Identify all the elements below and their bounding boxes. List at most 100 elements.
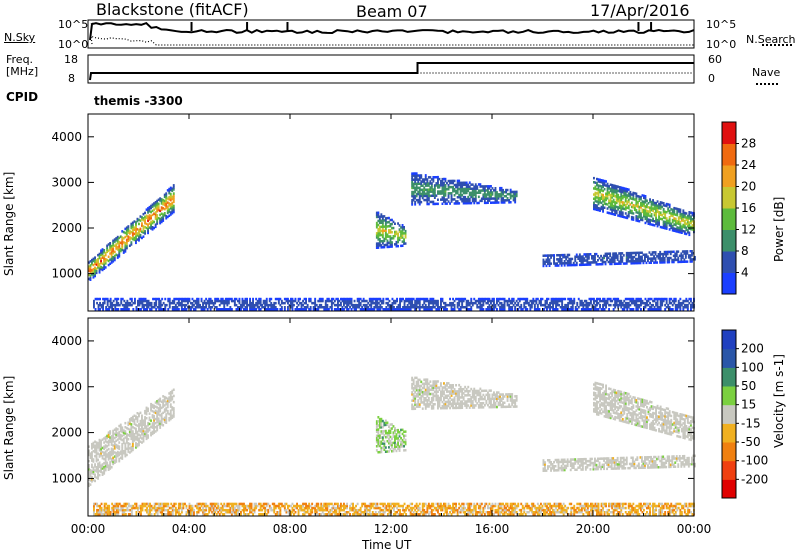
echo-cell [671, 212, 674, 216]
echo-cell [384, 233, 387, 236]
echo-cell [157, 398, 160, 402]
echo-cell [477, 306, 480, 309]
echo-cell [491, 187, 494, 190]
echo-cell [544, 262, 546, 266]
echo-cell [518, 306, 521, 309]
echo-cell [94, 465, 96, 468]
echo-cell [437, 386, 439, 389]
echo-cell [581, 257, 584, 260]
echo-cell [655, 210, 657, 213]
echo-cell [191, 297, 194, 301]
echo-cell [669, 256, 672, 260]
echo-cell [566, 264, 569, 267]
echo-cell [412, 382, 415, 386]
echo-cell [343, 308, 345, 311]
echo-cell [686, 224, 689, 228]
echo-cell [653, 207, 656, 211]
echo-cell [386, 435, 389, 439]
echo-cell [377, 306, 380, 309]
echo-cell [449, 202, 451, 205]
echo-cell [156, 297, 159, 301]
echo-cell [103, 249, 106, 252]
echo-cell [665, 223, 668, 226]
echo-cell [155, 299, 158, 303]
echo-cell [649, 301, 651, 305]
echo-cell [571, 303, 574, 307]
echo-cell [95, 447, 98, 450]
echo-cell [651, 259, 654, 262]
echo-cell [131, 237, 134, 241]
echo-cell [356, 297, 359, 301]
echo-cell [477, 201, 480, 205]
echo-cell [389, 431, 392, 435]
echo-cell [136, 416, 139, 419]
echo-cell [156, 406, 159, 409]
echo-cell [490, 399, 492, 403]
echo-cell [483, 197, 486, 200]
echo-cell [494, 187, 497, 190]
echo-cell [159, 405, 162, 409]
echo-cell [306, 306, 309, 309]
echo-cell [686, 250, 689, 253]
echo-cell [144, 221, 146, 225]
echo-cell [250, 308, 253, 311]
echo-cell [417, 378, 420, 382]
echo-cell [205, 301, 208, 305]
echo-cell [605, 299, 607, 303]
echo-cell [517, 297, 520, 301]
echo-cell [580, 259, 583, 262]
echo-cell [683, 220, 686, 223]
echo-cell [627, 254, 630, 257]
echo-cell [276, 308, 279, 311]
echo-cell [690, 308, 692, 311]
echo-cell [679, 301, 682, 305]
echo-cell [499, 397, 501, 400]
echo-cell [683, 260, 686, 263]
echo-cell [628, 256, 631, 259]
echo-cell [438, 184, 441, 187]
echo-cell [131, 436, 134, 439]
echo-cell [139, 215, 142, 218]
echo-cell [224, 308, 227, 311]
echo-cell [497, 401, 500, 405]
echo-cell [112, 433, 115, 437]
echo-cell [88, 464, 90, 467]
echo-cell [600, 299, 603, 303]
echo-cell [424, 178, 427, 181]
echo-cell [143, 299, 145, 303]
echo-cell [151, 424, 154, 427]
echo-cell [636, 299, 639, 303]
echo-cell [471, 191, 474, 195]
echo-cell [506, 397, 509, 400]
echo-cell [437, 390, 439, 393]
echo-cell [661, 303, 664, 307]
echo-cell [244, 306, 247, 309]
freq-traces [89, 62, 694, 81]
echo-cell [156, 414, 159, 417]
echo-cell [485, 301, 488, 305]
echo-cell [636, 203, 639, 206]
echo-cell [157, 217, 160, 220]
echo-cell [611, 186, 614, 189]
echo-cell [456, 306, 459, 309]
echo-cell [435, 194, 438, 197]
echo-cell [118, 447, 121, 450]
echo-cell [103, 461, 106, 465]
echo-cell [255, 297, 258, 301]
echo-cell [659, 203, 662, 206]
echo-cell [294, 299, 297, 303]
echo-cell [430, 299, 433, 303]
echo-cell [638, 209, 641, 213]
echo-cell [449, 406, 451, 410]
echo-cell [202, 303, 204, 307]
echo-cell [113, 440, 116, 444]
echo-cell [483, 389, 486, 392]
echo-cell [403, 440, 405, 444]
echo-cell [638, 215, 641, 219]
echo-cell [128, 447, 131, 450]
echo-cell [512, 297, 515, 301]
echo-cell [415, 194, 418, 198]
echo-cell [168, 202, 171, 205]
echo-cell [609, 183, 612, 186]
echo-cell [600, 195, 603, 198]
